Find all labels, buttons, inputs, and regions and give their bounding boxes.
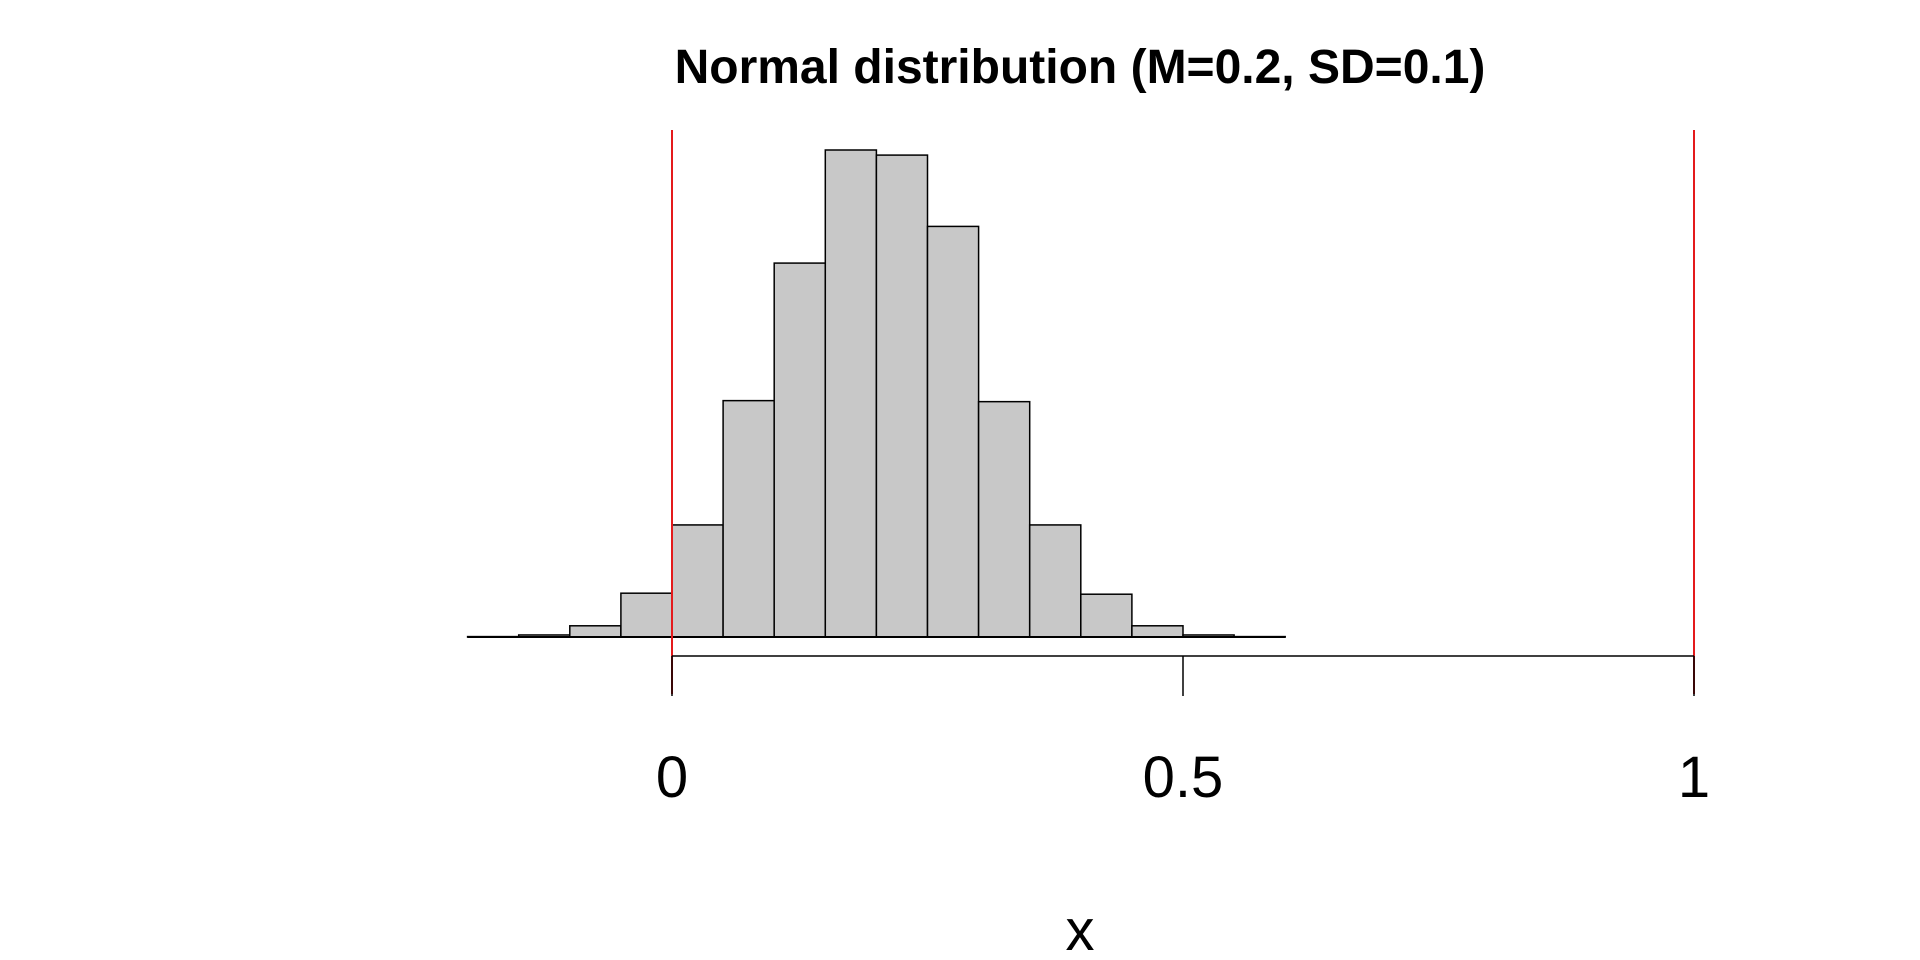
histogram-bar (620, 592, 673, 638)
histogram-bar (977, 400, 1031, 638)
histogram-bar (671, 524, 724, 638)
x-axis-label: x (1066, 898, 1095, 960)
x-tick-label: 0 (656, 745, 688, 810)
x-tick-label: 1 (1678, 745, 1710, 810)
x-tick-label: 0.5 (1143, 745, 1224, 810)
histogram-bars (466, 149, 1286, 638)
histogram-bar (824, 149, 878, 638)
histogram-bar (926, 225, 980, 638)
histogram-bar (1028, 524, 1082, 638)
histogram-bar (569, 625, 622, 638)
x-axis: 0 0.5 1 (656, 655, 1710, 810)
histogram-bar (773, 262, 827, 638)
histogram-bar (1080, 593, 1133, 638)
histogram-bar (722, 399, 775, 638)
chart-title: Normal distribution (M=0.2, SD=0.1) (675, 41, 1486, 94)
histogram-bar (875, 154, 929, 638)
histogram-bar (1131, 625, 1184, 638)
reference-lines (671, 130, 1695, 694)
